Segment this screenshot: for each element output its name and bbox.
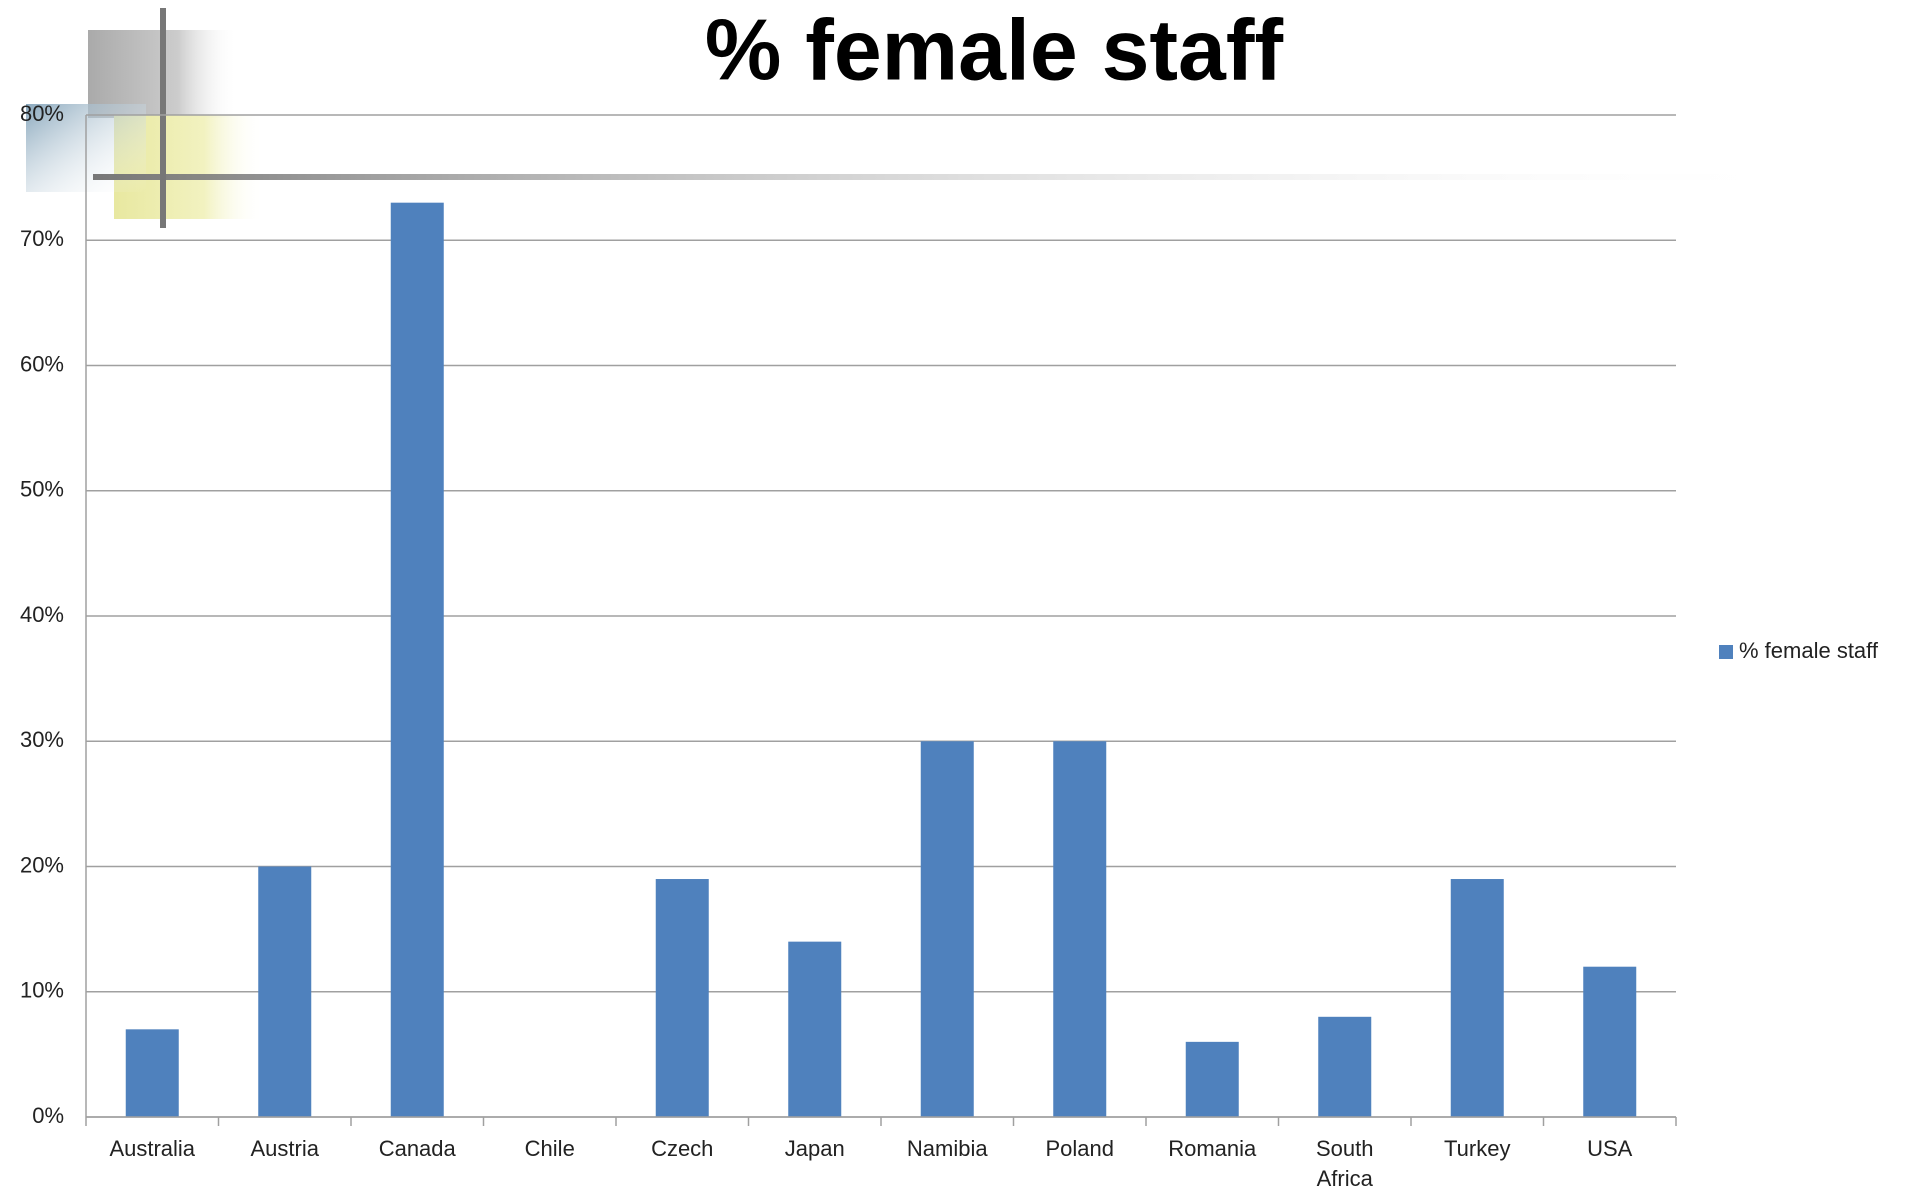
bar xyxy=(390,202,444,1118)
bar xyxy=(125,1029,179,1117)
x-tick-label: Turkey xyxy=(1444,1136,1511,1161)
x-tick-label: Japan xyxy=(784,1136,845,1161)
y-tick-label: 10% xyxy=(20,978,64,1003)
bar xyxy=(258,866,312,1117)
y-tick-label: 60% xyxy=(20,351,64,376)
y-tick-label: 20% xyxy=(20,852,64,877)
y-tick-label: 50% xyxy=(20,477,64,502)
x-tick-label: Canada xyxy=(378,1136,456,1161)
x-tick-label: South Africa xyxy=(1316,1136,1374,1191)
bar xyxy=(920,741,974,1117)
bar xyxy=(788,941,842,1117)
x-tick-label: Namibia xyxy=(906,1136,988,1161)
x-tick-label: Poland xyxy=(1045,1136,1114,1161)
bar xyxy=(1053,741,1107,1117)
bar xyxy=(1450,879,1504,1117)
bar xyxy=(655,879,709,1117)
decoration xyxy=(26,8,1813,228)
y-tick-label: 30% xyxy=(20,727,64,752)
x-tick-label: Australia xyxy=(109,1136,196,1161)
x-tick-label: Chile xyxy=(524,1136,575,1161)
y-tick-label: 40% xyxy=(20,602,64,627)
x-tick-label: Austria xyxy=(250,1136,319,1161)
chart-title: % female staff xyxy=(705,3,1284,99)
bar xyxy=(1318,1016,1372,1117)
x-tick-label: USA xyxy=(1587,1136,1633,1161)
y-tick-label: 80% xyxy=(20,101,64,126)
bar xyxy=(1185,1041,1239,1117)
y-tick-label: 70% xyxy=(20,226,64,251)
x-tick-label: Czech xyxy=(651,1136,714,1161)
x-tick-label: Romania xyxy=(1168,1136,1257,1161)
bar xyxy=(1583,966,1637,1117)
legend-label: % female staff xyxy=(1739,638,1879,663)
legend-swatch xyxy=(1719,645,1733,659)
y-tick-label: 0% xyxy=(32,1103,64,1128)
